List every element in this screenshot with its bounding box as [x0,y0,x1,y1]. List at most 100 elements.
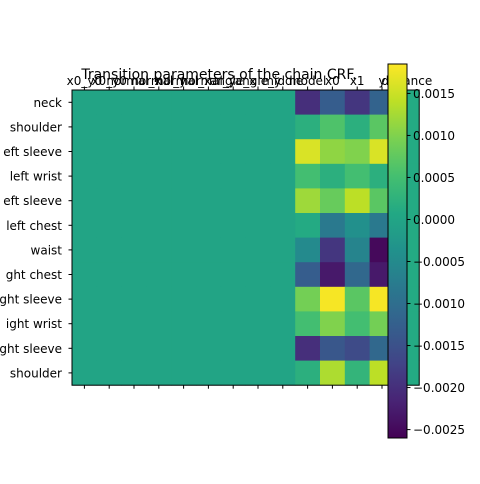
heatmap-cell [344,188,370,214]
heatmap-cell [295,188,321,214]
x-tick-label: normal_x [106,74,161,88]
heatmap-cell [245,139,271,165]
heatmap-cell [146,286,172,312]
heatmap-cell [320,114,346,140]
heatmap-cell [245,188,271,214]
y-tick-label: eft sleeve [3,145,62,159]
heatmap-cell [245,360,271,386]
heatmap-cell [121,336,147,361]
heatmap-cell [72,163,98,189]
heatmap-cell [270,90,296,115]
heatmap-cell [295,286,321,312]
x-tick-label: normal_x [156,74,211,88]
heatmap-cell [344,360,370,386]
heatmap-cell [121,114,147,140]
heatmap-cell [96,188,122,214]
heatmap-cell [146,336,172,361]
heatmap-cell [72,311,98,337]
heatmap-cell [171,188,197,214]
heatmap-cell [146,262,172,288]
heatmap-cell [295,237,321,263]
heatmap-cell [96,90,122,115]
heatmap-cell [96,262,122,288]
heatmap-cell [220,163,246,189]
heatmap-cell [344,213,370,238]
heatmap-cell [96,237,122,263]
heatmap-cell [270,139,296,165]
colorbar-tick-label: −0.0020 [413,381,465,395]
heatmap-cell [270,360,296,386]
heatmap-cell [121,213,147,238]
heatmap-cell [320,336,346,361]
heatmap-cell [121,262,147,288]
x-tick-label: normal_y [181,74,236,88]
heatmap-cell [196,336,222,361]
heatmap-cell [344,237,370,263]
colorbar-tick-label: 0.0005 [413,171,455,185]
heatmap-cell [96,213,122,238]
heatmap-cell [320,139,346,165]
heatmap-cell [344,114,370,140]
plot-frame [71,89,420,386]
heatmap-cell [72,213,98,238]
heatmap-cell [121,286,147,312]
heatmap-cell [344,336,370,361]
heatmap-cell [270,286,296,312]
heatmap-cell [196,90,222,115]
heatmap-cell [220,237,246,263]
heatmap-cell [295,114,321,140]
heatmap-cell [72,262,98,288]
heatmap-cell [72,188,98,214]
heatmap-cell [270,237,296,263]
colorbar-tick-label: −0.0010 [413,297,465,311]
y-tick-label: left wrist [10,170,63,184]
heatmap-cell [220,336,246,361]
heatmap-cell [220,139,246,165]
heatmap-cell [320,188,346,214]
heatmap-cell [146,311,172,337]
heatmap-cell [295,336,321,361]
colorbar-tick-label: 0.0000 [413,213,455,227]
colorbar-tick-label: 0.0015 [413,87,455,101]
heatmap-cell [245,311,271,337]
y-tick-label: ght sleeve [0,342,62,356]
heatmap-cell [220,262,246,288]
heatmap-cell [220,90,246,115]
heatmap-cell [245,237,271,263]
heatmap-cell [295,163,321,189]
heatmap-cell [196,163,222,189]
heatmap-cell [270,262,296,288]
heatmap-cell [270,213,296,238]
x-tick-label: angle_y [235,74,281,88]
heatmap-cell [245,114,271,140]
heatmap-cell [245,286,271,312]
heatmap-cell [96,114,122,140]
heatmap-cell [121,90,147,115]
x-tick-label: x0_y0 [67,74,102,88]
heatmap-cell [96,311,122,337]
heatmap-cell [171,90,197,115]
heatmap-cell [270,163,296,189]
heatmap-cell [245,163,271,189]
heatmap-cell [295,213,321,238]
x-tick-label: x0_y0 [91,74,126,88]
colorbar-tick-label: −0.0015 [413,339,465,353]
heatmap-cell [196,286,222,312]
heatmap-cell [146,213,172,238]
heatmap-cell [320,286,346,312]
heatmap-cell [270,336,296,361]
y-tick-label: neck [33,96,62,110]
heatmap-cell [171,311,197,337]
heatmap-cell [96,360,122,386]
heatmap-cell [146,114,172,140]
heatmap-cell [96,139,122,165]
colorbar: 0.0015 0.0010 0.0005 0.0000 −0.0005 −0.0010 −0… [387,63,465,439]
heatmap-cell [171,237,197,263]
chart-title: Transition parameters of the chain CRF. [80,67,356,83]
heatmap-cell [320,90,346,115]
heatmap-cell [171,163,197,189]
heatmap-cell [196,139,222,165]
heatmap-cell [171,360,197,386]
x-tick-label: x0 [325,74,340,88]
heatmap-cell [245,262,271,288]
